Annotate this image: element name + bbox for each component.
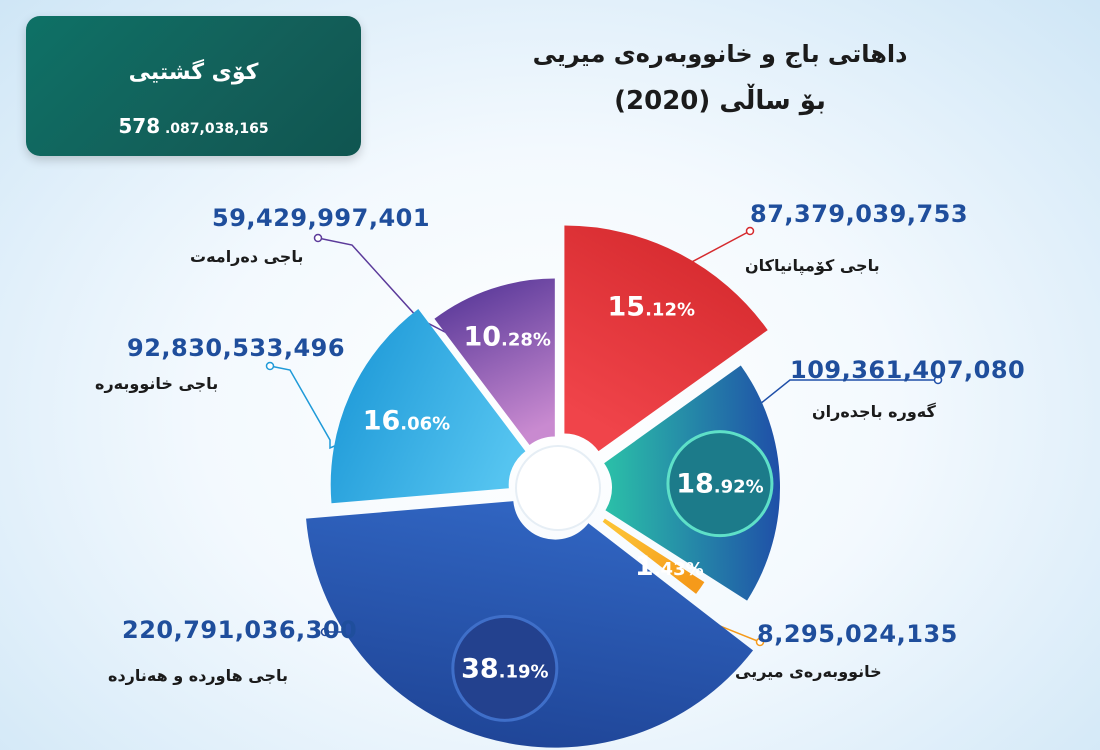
pie-slice-corporate-tax xyxy=(564,225,768,452)
percent-label-corporate-tax: 15.12% xyxy=(608,292,696,323)
center-hole xyxy=(515,445,601,531)
chart-subtitle: بۆ ساڵی (2020) xyxy=(614,86,826,116)
percent-label-government-property: 1.43% xyxy=(635,551,704,582)
total-title: کۆی گشتیی xyxy=(128,60,259,85)
slice-name-income-tax: باجی دەرامەت xyxy=(190,247,304,266)
slice-name-property-tax: باجی خانووبەرە xyxy=(95,374,219,393)
total-box: کۆی گشتیی 578 .087,038,165 xyxy=(26,16,361,156)
slice-value-government-property: 8,295,024,135 xyxy=(757,620,958,648)
slice-name-import-export-tax: باجی هاوردە و هەناردە xyxy=(108,666,288,685)
chart-title: داهاتی باج و خانووبەرەی میریی xyxy=(532,40,908,68)
slice-name-government-property: خانووبەرەی میریی xyxy=(735,662,882,681)
leader-dot-government-property xyxy=(755,637,765,647)
percent-badge-import-export-tax xyxy=(451,614,559,722)
leader-dot-property-tax xyxy=(265,361,275,371)
slice-name-corporate-tax: باجی کۆمپانیاکان xyxy=(745,256,880,275)
leader-dot-import-export-tax xyxy=(320,627,330,637)
center-circle xyxy=(515,445,601,531)
percent-label-income-tax: 10.28% xyxy=(463,321,551,352)
leader-dot-major-taxpayers xyxy=(933,375,943,385)
slice-value-major-taxpayers: 109,361,407,080 xyxy=(790,356,1026,384)
total-value: 578 .087,038,165 xyxy=(26,114,361,138)
total-value-rest: .087,038,165 xyxy=(164,121,269,137)
pie-slice-government-property xyxy=(602,518,705,594)
leader-line-income-tax xyxy=(317,237,471,346)
slice-value-property-tax: 92,830,533,496 xyxy=(127,334,346,362)
percent-labels: 15.12% 18.92% 1.43% 38.19% 16.06% 10.28% xyxy=(363,292,774,722)
leader-dot-income-tax xyxy=(313,233,323,243)
total-value-prefix: 578 xyxy=(118,114,161,138)
percent-label-import-export-tax: 38.19% xyxy=(461,653,549,684)
slice-value-import-export-tax: 220,791,036,300 xyxy=(122,616,358,644)
leader-dot-corporate-tax xyxy=(745,226,755,236)
slice-name-major-taxpayers: گەورە باجدەران xyxy=(812,402,936,421)
slice-value-income-tax: 59,429,997,401 xyxy=(212,204,431,232)
slice-value-corporate-tax: 87,379,039,753 xyxy=(750,200,969,228)
percent-badge-major-taxpayers xyxy=(666,430,774,538)
pie-slice-income-tax xyxy=(434,278,555,445)
percent-label-major-taxpayers: 18.92% xyxy=(676,469,764,500)
pie-slice-property-tax xyxy=(330,309,526,504)
percent-label-property-tax: 16.06% xyxy=(363,405,451,436)
